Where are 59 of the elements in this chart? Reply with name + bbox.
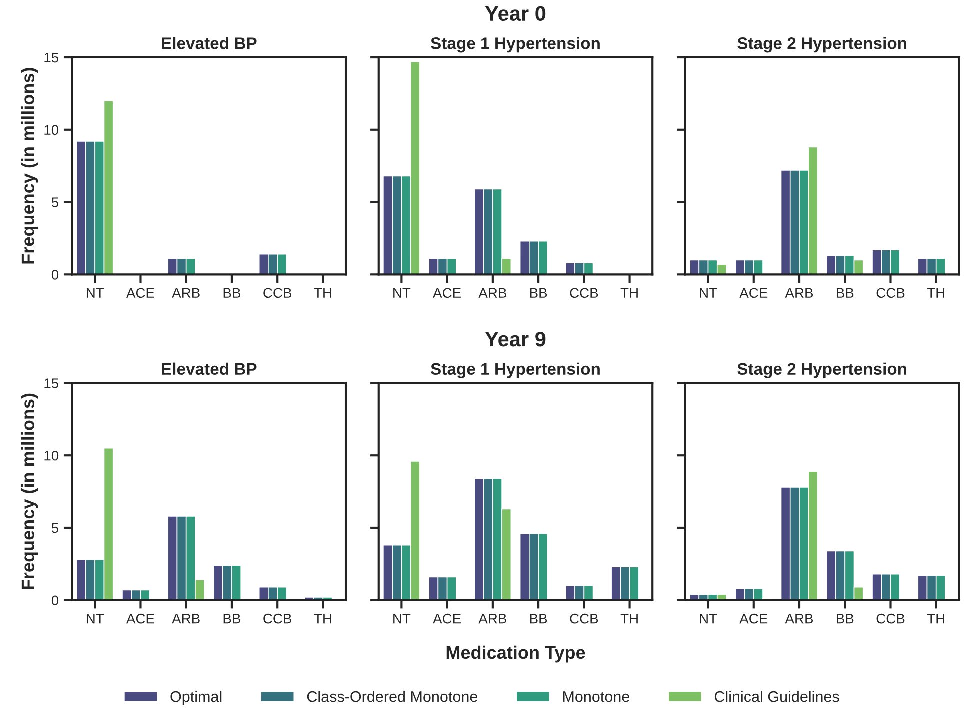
x-tick-label: BB bbox=[224, 288, 241, 298]
chart-title: Stage 2 Hypertension bbox=[738, 362, 906, 378]
x-tick-label: ARB bbox=[785, 614, 814, 624]
x-tick-label: BB bbox=[837, 614, 854, 624]
text: Year 0 bbox=[485, 6, 546, 22]
x-tick-label: ACE bbox=[126, 614, 154, 624]
x-tick-label: TH bbox=[314, 288, 332, 298]
x-tick-label: TH bbox=[927, 288, 944, 298]
y-tick-label: 5 bbox=[52, 198, 59, 208]
x-tick-label: NT bbox=[86, 614, 104, 624]
x-tick-label: TH bbox=[314, 614, 332, 624]
y-tick-label: 0 bbox=[52, 270, 59, 280]
x-tick-label: BB bbox=[224, 614, 241, 624]
x-tick-label: BB bbox=[530, 614, 548, 624]
x-tick-label: TH bbox=[620, 614, 638, 624]
x-tick-label: TH bbox=[927, 614, 944, 624]
y-tick-label: 15 bbox=[44, 378, 59, 388]
x-tick-label: NT bbox=[700, 614, 718, 624]
x-tick-label: CCB bbox=[264, 614, 292, 624]
chart-title: Elevated BP bbox=[162, 37, 257, 50]
chart-title: Stage 2 Hypertension bbox=[738, 37, 906, 53]
text: Year 9 bbox=[485, 332, 546, 347]
chart-title: Elevated BP bbox=[162, 362, 257, 376]
x-tick-label: CCB bbox=[570, 288, 598, 298]
x-tick-label: ACE bbox=[433, 288, 461, 298]
y-tick-label: 10 bbox=[44, 125, 59, 136]
legend-label: Clinical Guidelines bbox=[714, 691, 840, 702]
x-tick-label: CCB bbox=[876, 288, 905, 298]
legend-label: Monotone bbox=[563, 692, 630, 702]
x-tick-label: ARB bbox=[478, 614, 506, 624]
x-tick-label: NT bbox=[394, 614, 411, 624]
x-tick-label: ACE bbox=[740, 614, 768, 624]
x-tick-label: BB bbox=[530, 288, 548, 298]
y-axis-title: Frequency (in millions) bbox=[21, 68, 38, 264]
x-tick-label: NT bbox=[700, 288, 718, 298]
chart-title: Stage 1 Hypertension bbox=[431, 362, 600, 378]
legend-label: Class-Ordered Monotone bbox=[307, 691, 478, 702]
legend-label: Optimal bbox=[170, 691, 222, 706]
y-axis-title: Frequency (in millions) bbox=[21, 394, 38, 590]
chart-title: Stage 1 Hypertension bbox=[431, 37, 600, 53]
x-tick-label: ARB bbox=[785, 288, 814, 298]
x-tick-label: ARB bbox=[172, 288, 200, 298]
x-tick-label: CCB bbox=[570, 614, 598, 624]
x-tick-label: CCB bbox=[876, 614, 905, 624]
x-tick-label: ARB bbox=[172, 614, 200, 624]
x-tick-label: ACE bbox=[740, 288, 768, 298]
x-tick-label: CCB bbox=[264, 288, 292, 298]
y-tick-label: 15 bbox=[44, 52, 59, 63]
x-tick-label: BB bbox=[837, 288, 854, 298]
y-tick-label: 10 bbox=[44, 450, 59, 461]
x-tick-label: ACE bbox=[126, 288, 154, 298]
x-axis-title: Medication Type bbox=[446, 646, 586, 663]
x-tick-label: ACE bbox=[433, 614, 461, 624]
x-tick-label: NT bbox=[86, 288, 104, 298]
x-tick-label: NT bbox=[394, 288, 411, 298]
x-tick-label: ARB bbox=[478, 288, 506, 298]
y-tick-label: 0 bbox=[52, 596, 59, 606]
x-tick-label: TH bbox=[620, 288, 638, 298]
y-tick-label: 5 bbox=[52, 523, 59, 534]
